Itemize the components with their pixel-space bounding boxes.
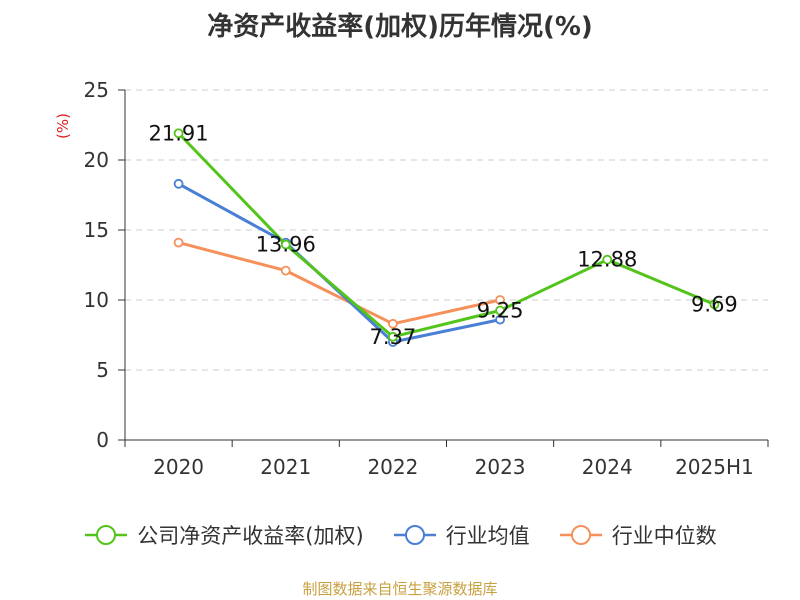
data-label: 9.69 bbox=[691, 292, 738, 316]
series-point-0 bbox=[495, 305, 505, 316]
series-point-0 bbox=[709, 299, 720, 310]
x-tick-label: 2024 bbox=[582, 455, 633, 479]
series-point-0 bbox=[280, 239, 291, 250]
y-axis-label: (%) bbox=[54, 113, 72, 139]
series-line-2 bbox=[178, 241, 501, 326]
legend-swatch-company-roe bbox=[85, 525, 128, 545]
series-point-1 bbox=[173, 178, 184, 189]
series-point-2 bbox=[280, 265, 291, 276]
x-tick-label: 2023 bbox=[475, 455, 526, 479]
y-tick-label: 5 bbox=[96, 358, 109, 382]
legend-item-industry-mean[interactable]: 行业均值 bbox=[392, 520, 530, 550]
y-tick-label: 0 bbox=[96, 428, 109, 452]
legend-label-industry-median: 行业中位数 bbox=[611, 524, 717, 548]
x-tick-label: 2025H1 bbox=[675, 455, 754, 479]
y-tick-label: 10 bbox=[84, 288, 109, 312]
series-line-0 bbox=[177, 132, 715, 339]
x-tick-label: 2022 bbox=[367, 455, 418, 479]
data-label: 13.96 bbox=[256, 233, 316, 257]
series-point-1 bbox=[495, 314, 505, 325]
y-tick-label: 20 bbox=[84, 148, 109, 172]
series-point-2 bbox=[495, 295, 505, 305]
legend-label-company-roe: 公司净资产收益率(加权) bbox=[137, 524, 364, 548]
legend-swatch-industry-mean bbox=[393, 525, 436, 545]
data-label: 21.91 bbox=[149, 121, 209, 145]
series-point-0 bbox=[602, 254, 613, 265]
legend-item-company-roe[interactable]: 公司净资产收益率(加权) bbox=[83, 520, 364, 550]
chart-legend: 公司净资产收益率(加权) 行业均值 行业中位数 bbox=[0, 520, 800, 550]
series-point-0 bbox=[388, 331, 398, 342]
y-tick-label: 15 bbox=[84, 218, 109, 242]
series-point-2 bbox=[173, 237, 184, 248]
chart-title: 净资产收益率(加权)历年情况(%) bbox=[207, 12, 593, 42]
x-tick-label: 2020 bbox=[153, 455, 204, 479]
legend-item-industry-median[interactable]: 行业中位数 bbox=[558, 520, 717, 550]
legend-swatch-industry-median bbox=[559, 525, 602, 545]
x-tick-label: 2021 bbox=[260, 455, 311, 479]
y-tick-label: 25 bbox=[84, 78, 109, 102]
data-label: 9.25 bbox=[477, 299, 524, 323]
series-line-1 bbox=[177, 182, 501, 344]
source-note: 制图数据来自恒生聚源数据库 bbox=[302, 580, 498, 598]
data-label: 12.88 bbox=[577, 248, 637, 272]
data-label: 7.37 bbox=[370, 325, 417, 349]
legend-label-industry-mean: 行业均值 bbox=[445, 524, 530, 548]
series-point-2 bbox=[388, 318, 398, 329]
series-point-0 bbox=[173, 128, 184, 139]
